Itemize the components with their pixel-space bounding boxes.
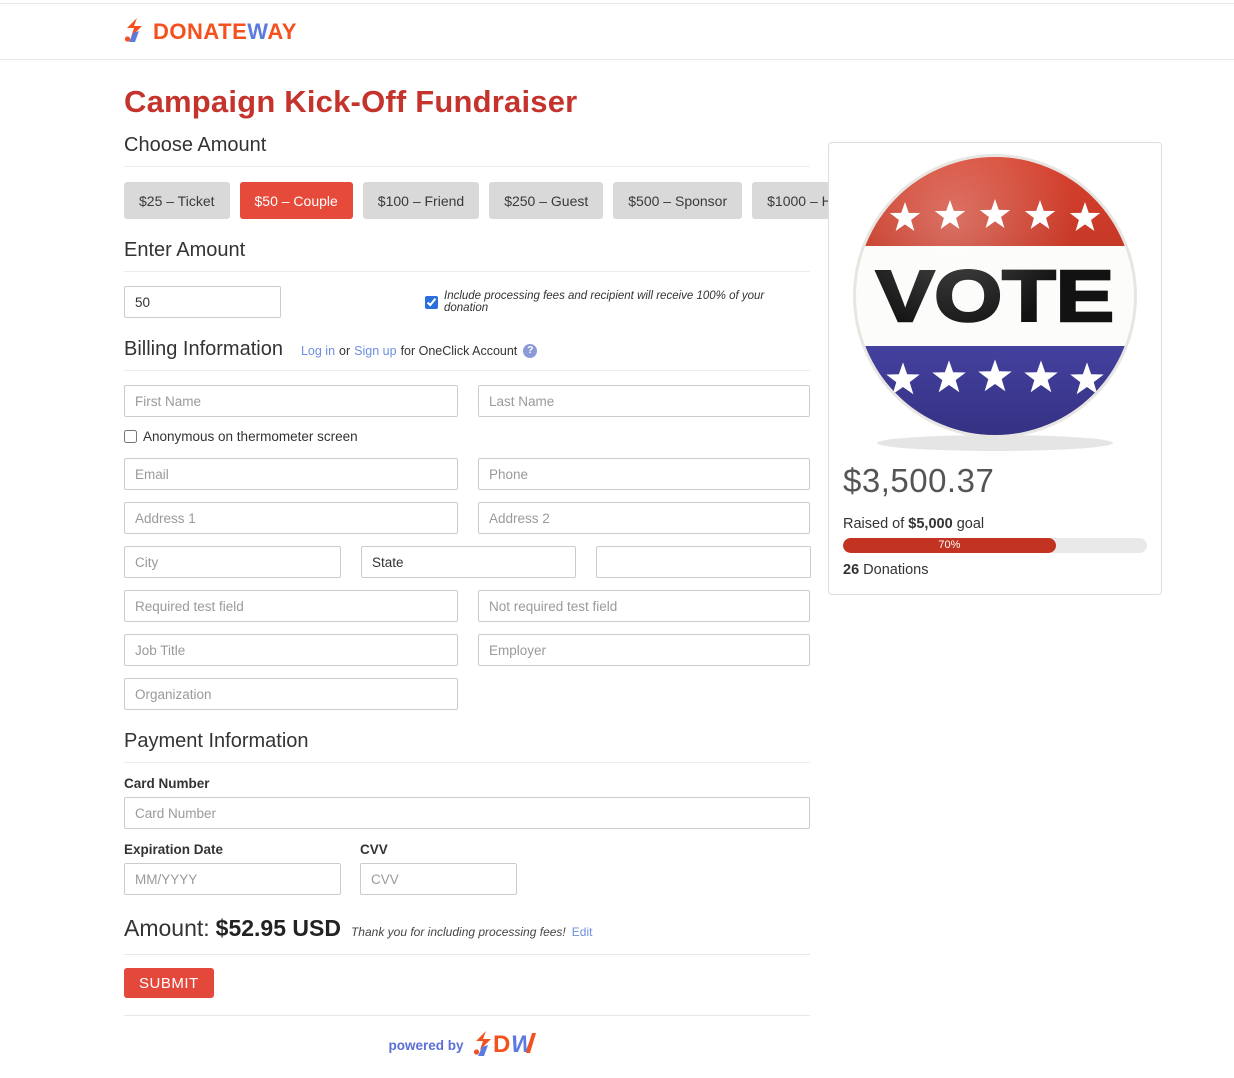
amount-summary-value: $52.95 USD	[215, 915, 341, 941]
svg-text:D: D	[493, 1031, 510, 1057]
goal-amount: $5,000	[908, 516, 953, 532]
donateway-footer-logo-icon[interactable]: D W	[472, 1030, 546, 1060]
amount-option-100[interactable]: $100 – Friend	[362, 182, 480, 219]
amount-summary-note: Thank you for including processing fees!	[350, 925, 566, 939]
submit-button[interactable]: SUBMIT	[124, 968, 214, 998]
address2-field[interactable]	[478, 502, 810, 534]
page-title: Campaign Kick-Off Fundraiser	[124, 84, 578, 119]
job-title-field[interactable]	[124, 634, 458, 666]
amount-option-250[interactable]: $250 – Guest	[489, 182, 604, 219]
progress-fill: 70%	[843, 538, 1056, 553]
amount-option-50[interactable]: $50 – Couple	[239, 182, 353, 219]
brand-logo[interactable]: DONATEWAY	[122, 17, 297, 46]
goal-line: Raised of $5,000 goal	[843, 516, 985, 532]
help-icon[interactable]: ?	[523, 344, 538, 358]
amount-summary: Amount: $52.95 USD Thank you for includi…	[124, 915, 810, 955]
footer: powered by D W	[124, 1016, 810, 1078]
choose-amount-heading: Choose Amount	[124, 134, 810, 167]
last-name-field[interactable]	[478, 385, 810, 417]
signup-link[interactable]: Sign up	[354, 344, 397, 358]
include-fees-checkbox[interactable]	[425, 295, 438, 309]
organization-field[interactable]	[124, 678, 458, 710]
amount-summary-label: Amount:	[124, 915, 210, 941]
card-number-label: Card Number	[124, 776, 210, 791]
login-link[interactable]: Log in	[300, 344, 336, 358]
employer-field[interactable]	[478, 634, 810, 666]
email-field[interactable]	[124, 458, 458, 490]
powered-by-label: powered by	[388, 1037, 464, 1053]
payment-heading: Payment Information	[124, 730, 810, 763]
amount-option-25[interactable]: $25 – Ticket	[124, 182, 230, 219]
anonymous-checkbox[interactable]	[124, 430, 137, 443]
campaign-card: VOTE $3,500.37 Raised of $5,000 goal 70%…	[828, 142, 1162, 595]
expiration-field[interactable]	[124, 863, 341, 895]
amount-options: $25 – Ticket $50 – Couple $100 – Friend …	[124, 182, 866, 219]
brand-bolt-icon	[122, 17, 148, 46]
zip-field[interactable]	[596, 546, 811, 578]
include-fees-label[interactable]: Include processing fees and recipient wi…	[444, 290, 765, 314]
oneclick-text: for OneClick Account	[400, 344, 518, 358]
state-select[interactable]	[361, 546, 576, 578]
required-test-field[interactable]	[124, 590, 458, 622]
phone-field[interactable]	[478, 458, 810, 490]
or-text: or	[339, 344, 351, 358]
brand-wordmark: DONATEWAY	[153, 18, 297, 44]
amount-option-500[interactable]: $500 – Sponsor	[613, 182, 743, 219]
cvv-field[interactable]	[360, 863, 517, 895]
address1-field[interactable]	[124, 502, 458, 534]
progress-bar: 70%	[843, 538, 1147, 553]
billing-heading: Billing Information Log in or Sign up fo…	[124, 338, 810, 371]
vote-badge-image: VOTE	[843, 149, 1147, 458]
donations-count: 26	[843, 562, 860, 578]
city-field[interactable]	[124, 546, 341, 578]
edit-amount-link[interactable]: Edit	[571, 925, 593, 939]
expiration-label: Expiration Date	[124, 842, 224, 857]
enter-amount-heading: Enter Amount	[124, 239, 810, 272]
raised-amount: $3,500.37	[843, 462, 995, 499]
first-name-field[interactable]	[124, 385, 458, 417]
anonymous-label[interactable]: Anonymous on thermometer screen	[143, 429, 358, 444]
not-required-test-field[interactable]	[478, 590, 810, 622]
billing-heading-text: Billing Information	[124, 338, 283, 360]
top-divider	[0, 0, 1234, 3]
site-header: DONATEWAY	[0, 3, 1234, 60]
cvv-label: CVV	[360, 842, 388, 857]
card-number-field[interactable]	[124, 797, 810, 829]
donations-count-line: 26 Donations	[843, 562, 929, 578]
donation-form: Choose Amount $25 – Ticket $50 – Couple …	[124, 124, 866, 1078]
amount-input[interactable]	[124, 286, 281, 318]
